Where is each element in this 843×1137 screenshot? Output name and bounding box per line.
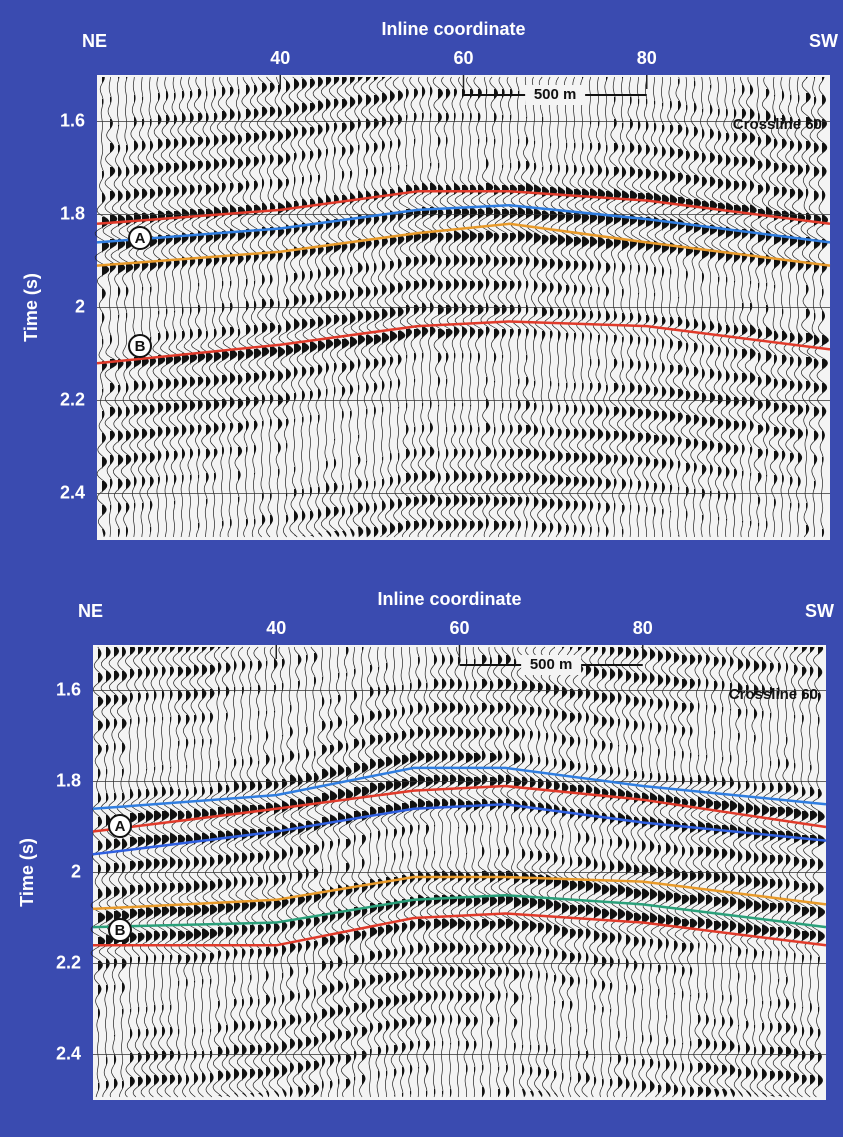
y-tick-label: 2.4: [56, 1043, 81, 1063]
annotation: B: [135, 338, 146, 355]
y-tick-label: 1.8: [60, 203, 85, 223]
y-tick-label: 2.2: [56, 952, 81, 972]
y-tick-label: 2.4: [60, 482, 85, 502]
axis-title: Inline coordinate: [377, 589, 521, 609]
scale-label: 500 m: [530, 656, 573, 673]
y-tick-label: 1.6: [56, 679, 81, 699]
y-tick-label: 1.6: [60, 110, 85, 130]
y-axis-title: Time (s): [21, 273, 41, 342]
figure: 1.6 1.8 2 2.2 2.4 40 60 80 Inline coordinate NE SW…: [0, 0, 843, 1137]
section-label: Crossline 60: [733, 116, 822, 133]
y-tick-label: 2.2: [60, 389, 85, 409]
x-tick-label: 60: [453, 48, 473, 68]
annotation: A: [135, 230, 146, 247]
left-label: NE: [78, 601, 103, 621]
section-label: Crossline 60: [729, 686, 818, 703]
y-tick-label: 2: [75, 296, 85, 316]
x-tick-label: 60: [449, 618, 469, 638]
right-label: SW: [809, 31, 838, 51]
annotation: A: [115, 818, 126, 835]
annotation: B: [115, 922, 126, 939]
x-tick-label: 80: [633, 618, 653, 638]
axis-title: Inline coordinate: [381, 19, 525, 39]
x-tick-label: 80: [637, 48, 657, 68]
y-tick-label: 1.8: [56, 770, 81, 790]
right-label: SW: [805, 601, 834, 621]
y-tick-label: 2: [71, 861, 81, 881]
x-tick-label: 40: [270, 48, 290, 68]
scale-label: 500 m: [534, 86, 577, 103]
x-tick-label: 40: [266, 618, 286, 638]
left-label: NE: [82, 31, 107, 51]
page: 1.6 1.8 2 2.2 2.4 40 60 80 Inline coordinate NE SW…: [0, 0, 843, 1137]
y-axis-title: Time (s): [17, 838, 37, 907]
